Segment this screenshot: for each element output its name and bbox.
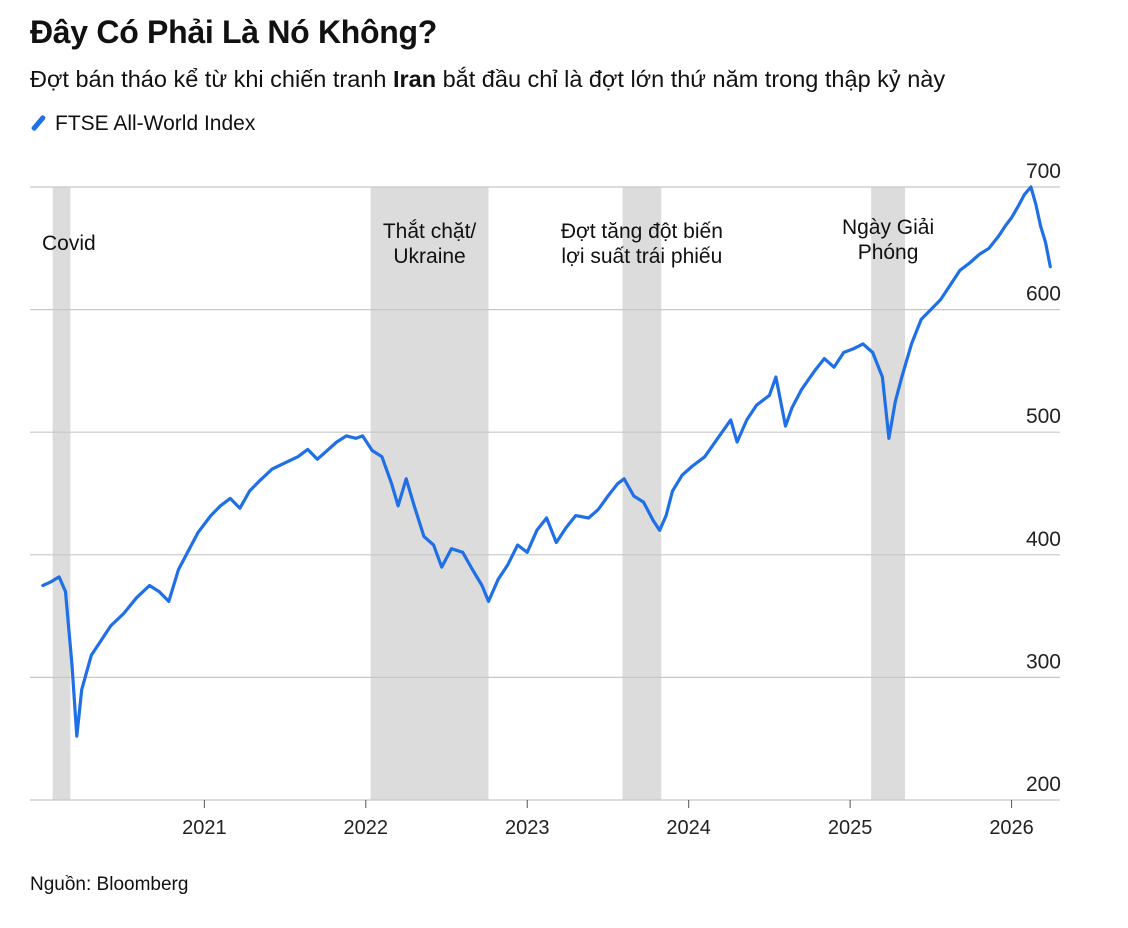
shaded-periods (52, 187, 906, 800)
subtitle-before: Đợt bán tháo kể từ khi chiến tranh (30, 66, 393, 92)
x-tick-2026: 2026 (989, 817, 1034, 839)
grid-lines (30, 186, 1060, 801)
annotation-1-line-1: Covid (42, 232, 96, 255)
y-tick-500: 500 (1026, 405, 1061, 428)
y-tick-200: 200 (1026, 773, 1061, 796)
source-note: Nguồn: Bloomberg (30, 874, 189, 895)
legend: FTSE All-World Index (30, 112, 255, 136)
shaded-period-2 (370, 187, 489, 800)
y-tick-400: 400 (1026, 528, 1061, 551)
shaded-period-1 (52, 187, 71, 800)
chart-title: Đây Có Phải Là Nó Không? (30, 14, 438, 50)
annotation-3-line-1: Đợt tăng đột biến (561, 220, 723, 243)
series-layer (41, 185, 1052, 738)
annotation-2-line-2: Ukraine (393, 245, 465, 268)
annotation-2-line-1: Thắt chặt/ (383, 220, 477, 243)
x-axis-ticks: 2021 2022 2023 2024 2025 2026 (182, 800, 1034, 839)
legend-label: FTSE All-World Index (55, 112, 256, 135)
annotation-4-line-1: Ngày Giải (842, 216, 934, 239)
series-line-1 (41, 185, 1052, 738)
x-tick-2023: 2023 (505, 817, 550, 839)
subtitle-bold: Iran (392, 66, 437, 92)
shaded-period-4 (871, 187, 906, 800)
annotation-3-line-2: lợi suất trái phiếu (561, 245, 722, 268)
annotation-4-line-2: Phóng (858, 241, 919, 264)
shaded-period-3 (622, 187, 662, 800)
x-tick-2025: 2025 (828, 817, 873, 839)
chart-subtitle: Đợt bán tháo kể từ khi chiến tranh Iran … (30, 66, 945, 93)
x-tick-2024: 2024 (666, 817, 711, 839)
y-tick-600: 600 (1026, 283, 1061, 306)
subtitle-after: bắt đầu chỉ là đợt lớn thứ năm trong thậ… (436, 66, 946, 92)
x-tick-2022: 2022 (344, 817, 389, 839)
y-tick-700: 700 (1026, 160, 1061, 183)
y-tick-300: 300 (1026, 650, 1061, 673)
y-axis-ticks: 200 300 400 500 600 700 (1026, 160, 1061, 796)
x-tick-2021: 2021 (182, 817, 227, 839)
annotations: Covid Thắt chặt/Ukraine Đợt tăng đột biếnl… (42, 216, 934, 268)
